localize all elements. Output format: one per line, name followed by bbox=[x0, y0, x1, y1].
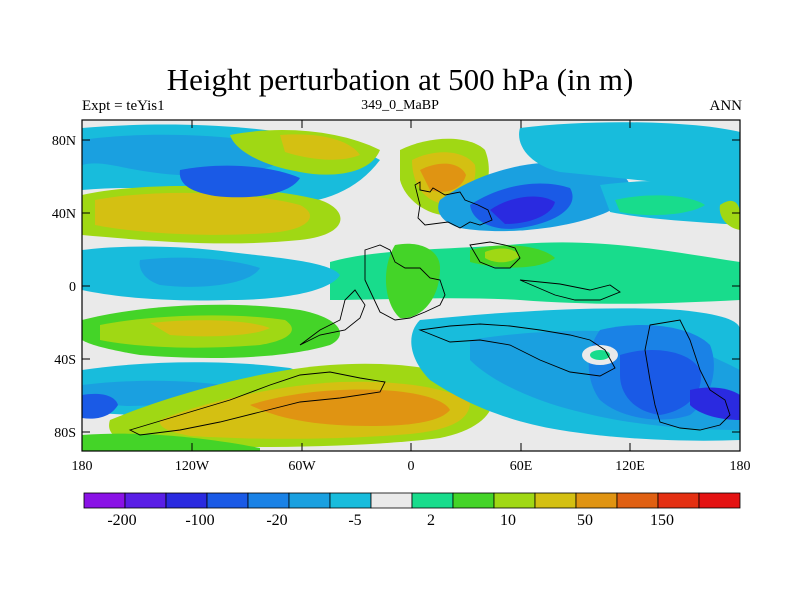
colorbar-box bbox=[534, 492, 577, 509]
north-negative-core bbox=[179, 165, 300, 198]
colorbar-label-neg20: -20 bbox=[266, 512, 287, 529]
lon-label-180e: 180 bbox=[730, 459, 751, 474]
colorbar-box bbox=[165, 492, 208, 509]
lon-label-120w: 120W bbox=[175, 459, 210, 474]
antarctica-outline bbox=[128, 371, 386, 436]
lat-label-40n: 40N bbox=[52, 207, 76, 222]
season-label: ANN bbox=[709, 98, 743, 114]
colorbar-box bbox=[83, 492, 126, 509]
lat-label-80s: 80S bbox=[54, 426, 76, 441]
lon-label-60w: 60W bbox=[288, 459, 316, 474]
plot-title: Height perturbation at 500 hPa (in m) bbox=[166, 62, 634, 97]
colorbar-label-neg5: -5 bbox=[348, 512, 361, 529]
arabia-outline bbox=[469, 241, 521, 269]
colorbar-label-neg100: -100 bbox=[185, 512, 214, 529]
colorbar-label-2: 2 bbox=[427, 512, 435, 529]
colorbar-box bbox=[616, 492, 659, 509]
south-positive-core bbox=[250, 389, 450, 426]
colorbar-box bbox=[493, 492, 536, 509]
colorbar-label-10: 10 bbox=[500, 512, 516, 529]
africa-positive bbox=[385, 243, 440, 319]
lat-tick-marks bbox=[82, 139, 740, 433]
lon-tick-marks bbox=[81, 120, 741, 451]
colorbar-box bbox=[206, 492, 249, 509]
colorbar-box bbox=[698, 492, 741, 509]
colorbar-label-neg200: -200 bbox=[107, 512, 136, 529]
colorbar-box bbox=[452, 492, 495, 509]
lat-label-0: 0 bbox=[69, 280, 76, 295]
coastlines bbox=[128, 181, 731, 436]
colorbar-box bbox=[575, 492, 618, 509]
south-america-outline bbox=[299, 289, 366, 346]
colorbar-box bbox=[329, 492, 372, 509]
colorbar-label-150: 150 bbox=[650, 512, 674, 529]
lat-label-80n: 80N bbox=[52, 134, 76, 149]
colorbar-box bbox=[124, 492, 167, 509]
lon-label-0: 0 bbox=[408, 459, 415, 474]
lon-label-120e: 120E bbox=[615, 459, 645, 474]
lat-label-40s: 40S bbox=[54, 353, 76, 368]
colorbar-box bbox=[411, 492, 454, 509]
colorbar-box bbox=[657, 492, 700, 509]
experiment-label: Expt = teYis1 bbox=[82, 98, 165, 114]
lon-label-180w: 180 bbox=[72, 459, 93, 474]
lon-label-60e: 60E bbox=[510, 459, 533, 474]
australia-outline bbox=[418, 323, 616, 377]
colorbar-box bbox=[247, 492, 290, 509]
africa-outline bbox=[364, 244, 446, 321]
colorbar-label-50: 50 bbox=[577, 512, 593, 529]
colorbar-box bbox=[370, 492, 413, 509]
colorbar bbox=[83, 492, 741, 509]
colorbar-box bbox=[288, 492, 331, 509]
europe-outline bbox=[414, 181, 493, 229]
field-shading bbox=[82, 120, 740, 451]
time-label: 349_0_MaBP bbox=[361, 98, 439, 113]
